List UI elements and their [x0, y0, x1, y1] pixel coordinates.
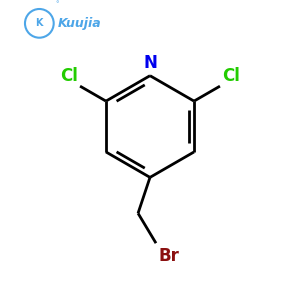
Text: Cl: Cl — [222, 67, 240, 85]
Text: K: K — [36, 18, 43, 28]
Text: Cl: Cl — [60, 67, 78, 85]
Text: Kuujia: Kuujia — [58, 17, 102, 30]
Text: Br: Br — [159, 247, 180, 265]
Text: °: ° — [55, 2, 59, 8]
Text: N: N — [143, 54, 157, 72]
